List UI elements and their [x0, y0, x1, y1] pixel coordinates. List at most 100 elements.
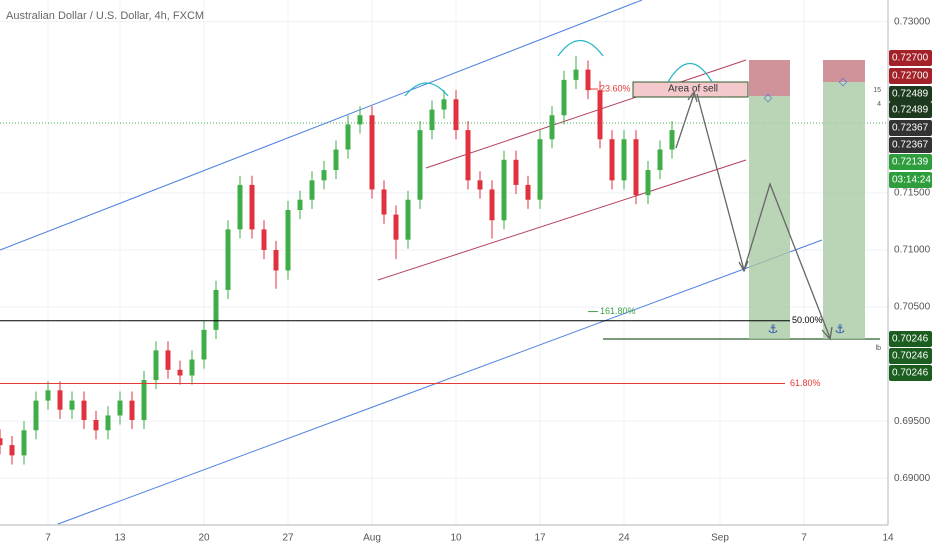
arrow	[696, 93, 833, 341]
arrow	[675, 90, 698, 149]
price-label: 0.70246	[892, 351, 929, 362]
candle-body	[93, 420, 99, 431]
side-label: lb	[876, 345, 882, 352]
y-tick-label: 0.73000	[894, 16, 931, 27]
candle-body	[525, 184, 531, 200]
candle-body	[645, 170, 651, 196]
chart-title: Australian Dollar / U.S. Dollar, 4h, FXC…	[6, 10, 204, 22]
axis-labels: 0.73000 0.71500 0.71000 0.70500 0.69500 0.690…	[45, 16, 932, 544]
candle-body	[57, 390, 63, 410]
y-tick-label: 0.70500	[894, 302, 931, 313]
candle-body	[369, 115, 375, 190]
candle-body	[225, 229, 231, 290]
price-label-bg	[889, 68, 932, 84]
level-label: 23.60%	[600, 83, 631, 93]
candle-body	[117, 400, 123, 416]
price-label-bg	[889, 86, 932, 102]
y-tick-label: 0.71000	[894, 245, 931, 256]
price-label: 0.72139	[892, 157, 929, 168]
candle-body	[9, 445, 15, 456]
price-label: 0.72489	[892, 105, 929, 116]
candle-body	[477, 180, 483, 190]
candle-body	[297, 199, 303, 210]
candle-body	[153, 350, 159, 381]
price-label: 0.70246	[892, 368, 929, 379]
candle-body	[537, 139, 543, 200]
candle-body	[249, 184, 255, 230]
price-label-bg	[889, 348, 932, 364]
price-label: 0.72489	[892, 89, 929, 100]
side-label: 4	[877, 101, 881, 108]
countdown-bg	[889, 172, 932, 188]
candle-body	[393, 214, 399, 240]
candle-body	[669, 130, 675, 150]
stop-zone	[749, 60, 790, 96]
candle-body	[621, 139, 627, 181]
candle-body	[429, 109, 435, 131]
candle-body	[33, 400, 39, 431]
candle-body	[381, 189, 387, 215]
candle-body	[321, 170, 327, 181]
marker: ◇	[839, 76, 848, 88]
y-tick-label: 0.69000	[894, 473, 931, 484]
candle-body	[549, 115, 555, 140]
price-label-bg	[889, 50, 932, 66]
y-tick-label: 0.69500	[894, 416, 931, 427]
candle-body	[333, 149, 339, 171]
candle-body	[417, 130, 423, 200]
candle-body	[405, 199, 411, 240]
x-tick-label: 20	[198, 533, 210, 544]
candle-body	[585, 69, 591, 91]
candle-body	[261, 229, 267, 250]
candle-body	[489, 189, 495, 221]
candle-body	[657, 149, 663, 171]
price-label: 0.72367	[892, 123, 929, 134]
stop-zone	[823, 60, 865, 82]
candle-body	[45, 390, 51, 401]
candle-body	[573, 69, 579, 80]
time-axis	[0, 525, 932, 550]
candle-body	[453, 99, 459, 131]
candle-body	[285, 210, 291, 271]
candle-body	[213, 289, 219, 330]
candle-body	[345, 124, 351, 150]
channel-line	[377, 159, 747, 281]
candle-body	[609, 139, 615, 181]
channel-line	[57, 239, 823, 525]
profit-zone	[749, 96, 790, 339]
area-label: Area of sell	[668, 84, 718, 95]
x-tick-label: 24	[618, 533, 630, 544]
candle-body	[81, 400, 87, 420]
price-label-bg	[889, 102, 932, 118]
countdown: 03:14:24	[892, 175, 931, 186]
head-arc	[557, 40, 604, 57]
candle-body	[465, 130, 471, 181]
channel-line	[0, 0, 643, 251]
candle-body	[141, 380, 147, 420]
candle-body	[0, 438, 3, 446]
candle-body	[357, 115, 363, 125]
x-tick-label: Sep	[711, 533, 729, 544]
candle-body	[189, 359, 195, 376]
level-label: 61.80%	[790, 378, 821, 388]
channel-line	[425, 59, 747, 169]
candle-body	[201, 329, 207, 360]
side-label: 15	[873, 87, 881, 94]
price-label-bg	[889, 154, 932, 170]
price-label-bg	[889, 137, 932, 153]
candle-body	[441, 99, 447, 110]
grid	[0, 0, 889, 525]
candle-body	[273, 249, 279, 271]
x-tick-label: 10	[450, 533, 462, 544]
profit-zone	[823, 82, 865, 339]
x-tick-label: 7	[45, 533, 51, 544]
candle-body	[165, 350, 171, 370]
x-tick-label: 27	[282, 533, 294, 544]
x-tick-label: 13	[114, 533, 126, 544]
candle-body	[69, 400, 75, 410]
candle-body	[21, 430, 27, 456]
head-arc	[404, 82, 449, 97]
level-label: 50.00%	[792, 315, 823, 325]
candle-body	[501, 159, 507, 221]
